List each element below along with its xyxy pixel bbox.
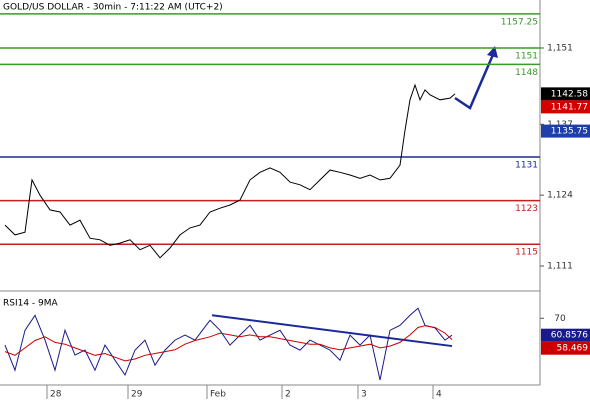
forecast-arrowhead	[487, 46, 498, 58]
series-line	[4, 307, 453, 381]
level-label: 1148	[515, 68, 538, 78]
series-line	[4, 325, 453, 362]
last-value-tag: 1141.77	[551, 102, 588, 112]
last-value-tag: 1135.75	[551, 127, 588, 137]
x-tick-label: Feb	[210, 390, 226, 400]
y-tick-label: 70	[554, 314, 566, 324]
level-label: 1151	[515, 51, 538, 61]
x-tick-label: 2	[285, 390, 291, 400]
forecast-arrow	[454, 49, 497, 110]
last-value-tag-box	[541, 124, 590, 138]
series-line	[4, 83, 456, 259]
x-tick-label: 28	[50, 390, 62, 400]
last-value-tag: 1142.58	[551, 89, 588, 99]
x-tick-label: 4	[436, 390, 442, 400]
x-tick-label: 29	[131, 390, 143, 400]
x-tick-label: 3	[361, 390, 367, 400]
level-label: 1157.25	[501, 17, 538, 27]
level-label: 1123	[515, 204, 538, 214]
last-value-tag-box	[541, 341, 590, 355]
last-value-tag-box	[541, 87, 590, 101]
last-value-tag-box	[541, 100, 590, 114]
last-value-tag: 58.469	[557, 344, 589, 354]
y-tick-label: 1,111	[547, 262, 573, 272]
indicator-title: RSI14 - 9MA	[3, 299, 59, 309]
last-value-tag: 60.8576	[551, 331, 588, 341]
trendline	[211, 314, 453, 348]
chart-title: GOLD/US DOLLAR - 30min - 7:11:22 AM (UTC…	[3, 3, 223, 13]
y-tick-label: 1,124	[547, 191, 573, 201]
y-tick-label: 1,151	[547, 43, 573, 53]
last-value-tag-box	[541, 328, 590, 342]
level-label: 1131	[515, 160, 538, 170]
level-label: 1115	[515, 248, 538, 258]
